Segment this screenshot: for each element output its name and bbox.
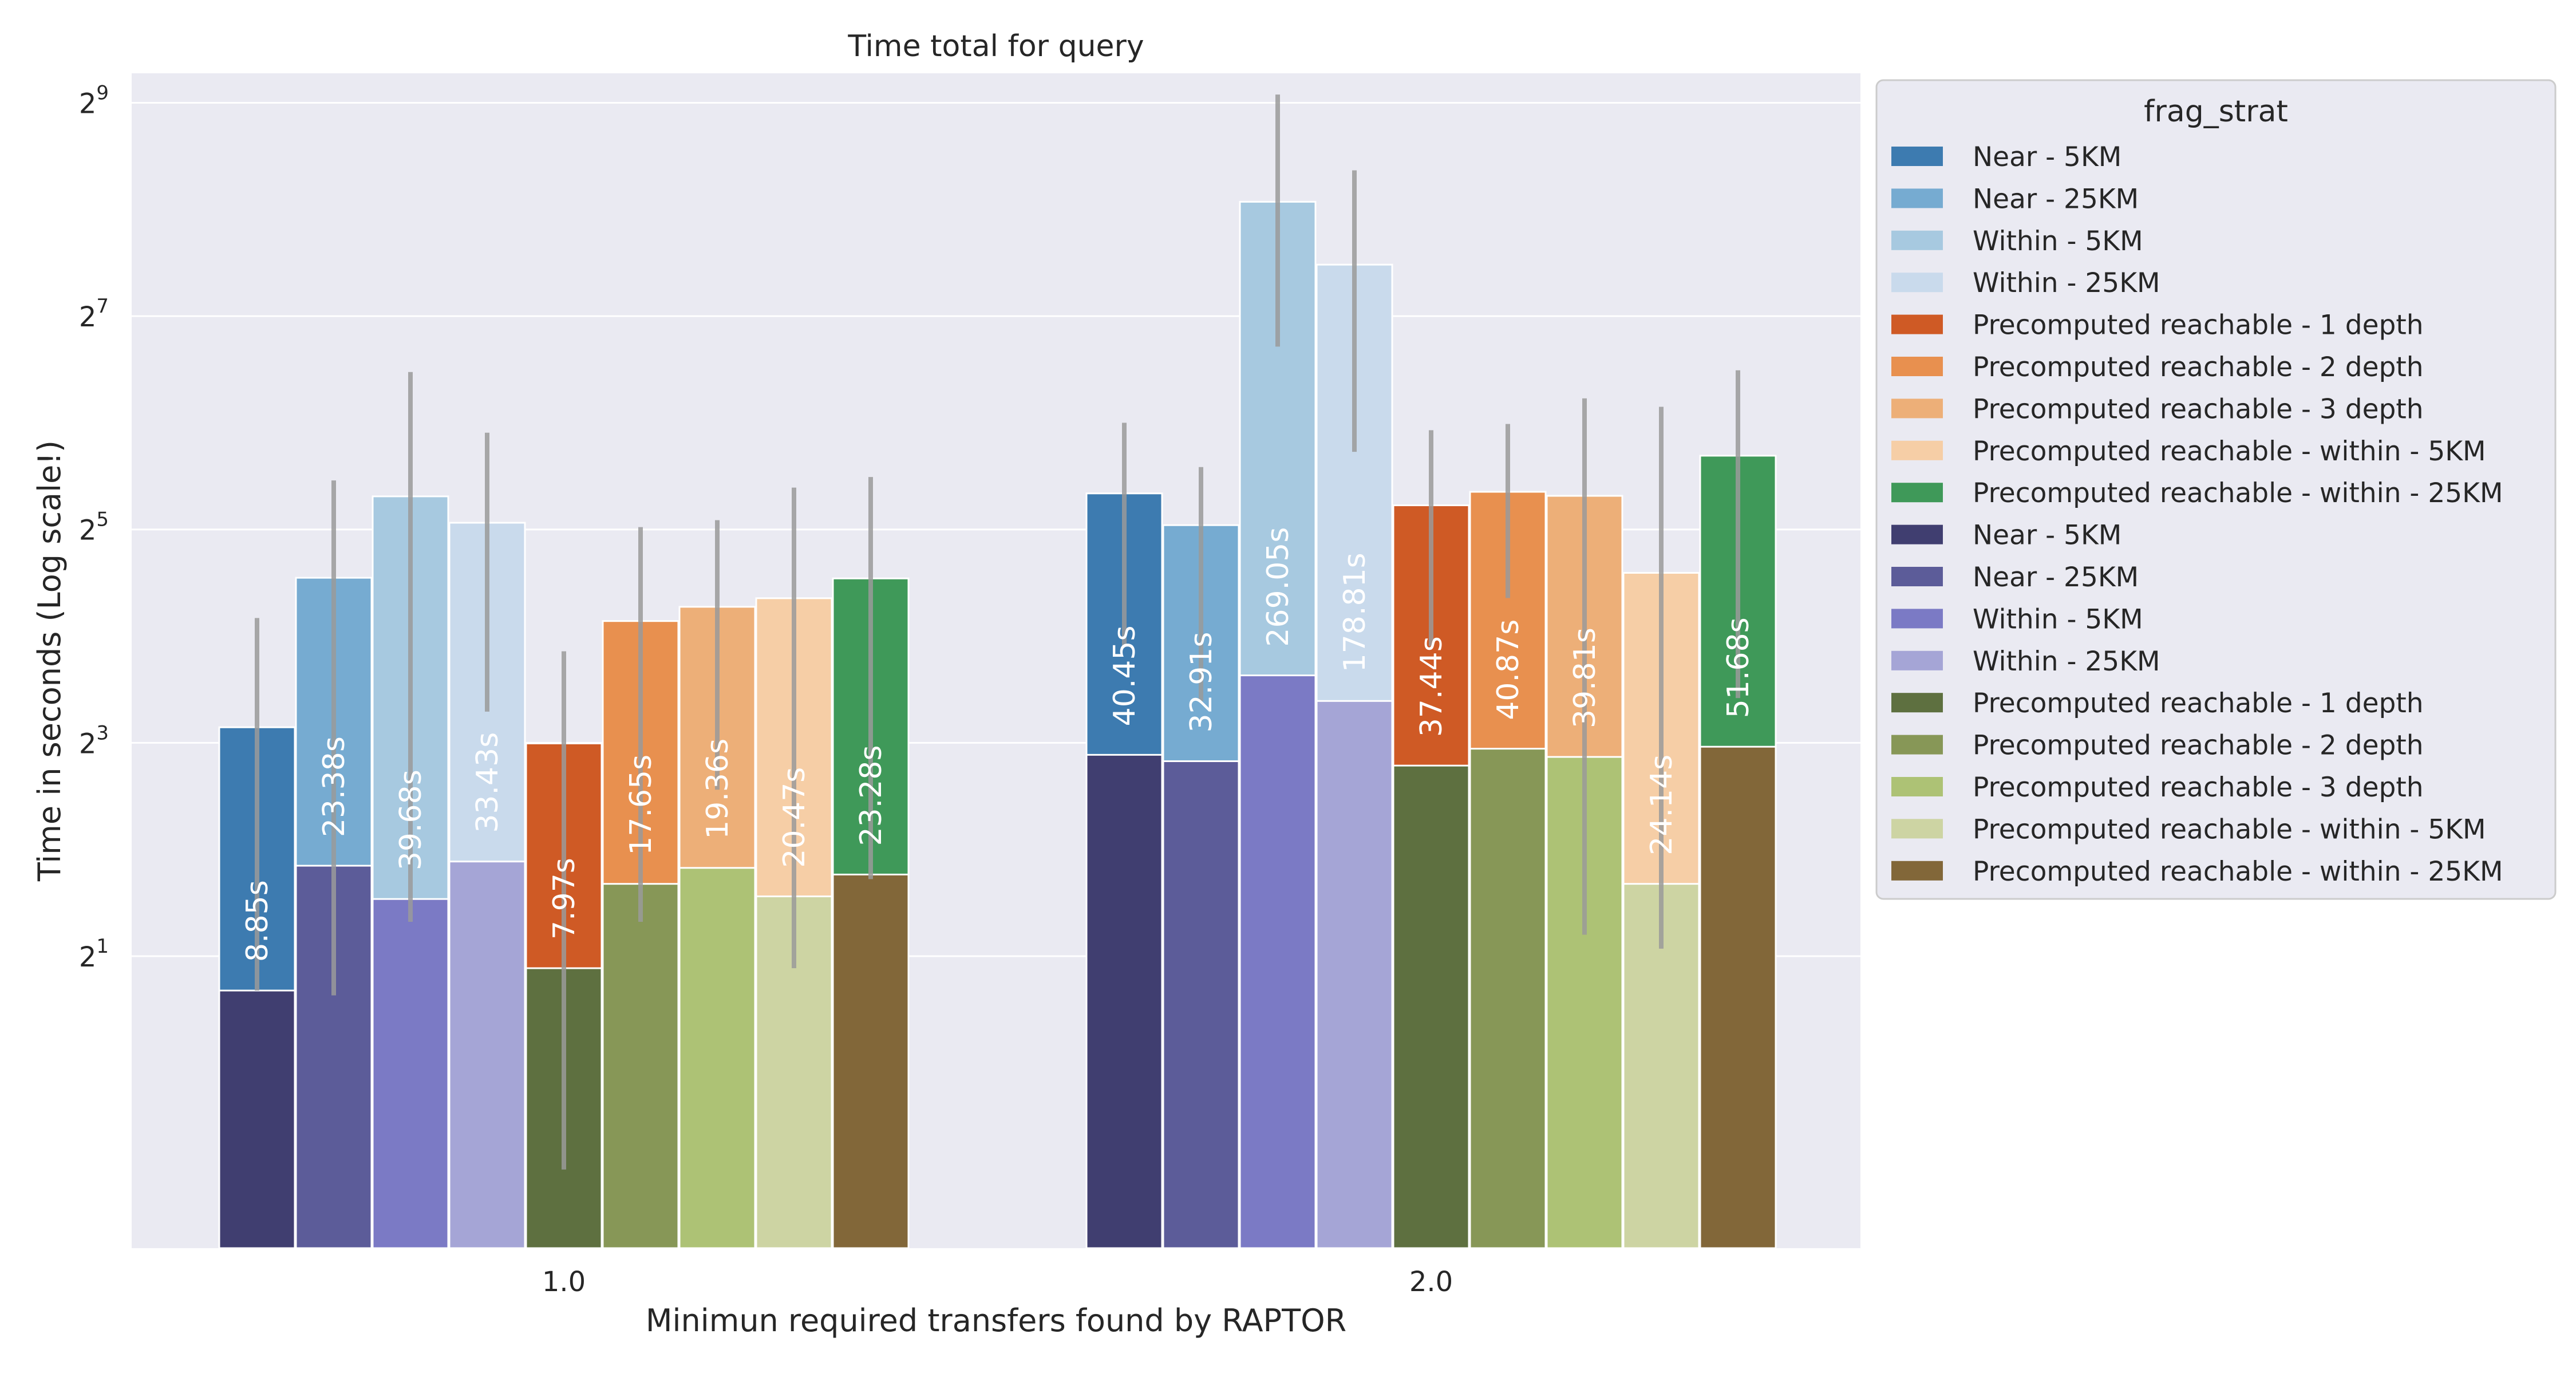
bar-front xyxy=(678,867,756,1249)
legend-entry-label: Within - 5KM xyxy=(1973,603,2143,635)
bar-front xyxy=(1315,700,1393,1249)
bar-value-label: 40.87s xyxy=(1491,620,1526,720)
y-tick-label: 21 xyxy=(79,935,109,973)
legend-entry-label: Precomputed reachable - 3 depth xyxy=(1973,772,2424,803)
legend-swatch xyxy=(1891,230,1943,250)
legend-swatch xyxy=(1891,273,1943,293)
legend-entry-label: Near - 25KM xyxy=(1973,183,2139,215)
bar-value-label: 37.44s xyxy=(1415,636,1449,737)
x-tick-label: 2.0 xyxy=(1409,1266,1453,1298)
bar-front xyxy=(832,873,910,1249)
legend-title: frag_strat xyxy=(2144,94,2288,129)
legend-swatch xyxy=(1891,650,1943,670)
legend-swatch xyxy=(1891,567,1943,586)
legend-entry-label: Precomputed reachable - within - 5KM xyxy=(1973,814,2486,845)
y-axis-label: Time in seconds (Log scale!) xyxy=(31,440,68,882)
y-axis-ticks: 21 23 25 27 29 xyxy=(79,81,109,973)
bar-front xyxy=(602,883,679,1249)
x-tick-label: 1.0 xyxy=(542,1266,586,1298)
legend-entry-label: Precomputed reachable - within - 25KM xyxy=(1973,856,2503,887)
bar-value-label: 7.97s xyxy=(547,858,582,940)
legend-entry-label: Near - 25KM xyxy=(1973,562,2139,593)
bar-value-label: 39.68s xyxy=(394,770,428,870)
bar-value-label: 23.28s xyxy=(854,745,888,846)
bar-front xyxy=(1469,748,1547,1249)
bar-front xyxy=(372,898,449,1249)
bar-value-label: 40.45s xyxy=(1108,625,1142,726)
bar-front xyxy=(218,989,296,1249)
bar-value-label: 23.38s xyxy=(317,736,351,837)
y-tick-label: 27 xyxy=(79,295,109,333)
legend-entries: Near - 5KM Near - 25KM Within - 5KM Within … xyxy=(1891,141,2503,887)
legend-swatch xyxy=(1891,777,1943,796)
legend-entry-label: Within - 25KM xyxy=(1973,646,2160,677)
legend-entry-label: Precomputed reachable - 2 depth xyxy=(1973,352,2424,383)
bar-front xyxy=(1162,760,1240,1249)
legend-swatch xyxy=(1891,735,1943,755)
legend-swatch xyxy=(1891,483,1943,503)
bar-value-label: 51.68s xyxy=(1721,617,1756,718)
legend-swatch xyxy=(1891,188,1943,208)
bar-value-label: 33.43s xyxy=(471,732,505,833)
bar-value-label: 20.47s xyxy=(777,767,812,868)
bar-front xyxy=(1085,753,1163,1249)
bar-front xyxy=(1392,764,1470,1249)
legend-entry-label: Precomputed reachable - within - 25KM xyxy=(1973,478,2503,509)
legend-entry-label: Precomputed reachable - 1 depth xyxy=(1973,688,2424,719)
legend-swatch xyxy=(1891,398,1943,419)
x-axis-ticks: 1.0 2.0 xyxy=(542,1266,1453,1298)
bar-labels: 8.85s 40.45s 23.38s 32.91s 39.68s 269.05s 33.4… xyxy=(240,527,1756,962)
legend-entry-label: Precomputed reachable - 2 depth xyxy=(1973,730,2424,762)
chart-title: Time total for query xyxy=(847,29,1144,64)
y-tick-label: 25 xyxy=(79,508,109,547)
legend-swatch xyxy=(1891,440,1943,460)
legend: frag_strat Near - 5KM Near - 25KM Within -… xyxy=(1875,79,2557,900)
legend-swatch xyxy=(1891,147,1943,166)
legend-swatch xyxy=(1891,524,1943,545)
bar-value-label: 24.14s xyxy=(1645,755,1679,855)
bar-value-label: 178.81s xyxy=(1338,553,1372,672)
legend-swatch xyxy=(1891,693,1943,713)
legend-swatch xyxy=(1891,819,1943,839)
y-tick-label: 29 xyxy=(79,81,109,120)
x-axis-label: Minimun required transfers found by RAPT… xyxy=(646,1303,1346,1339)
bar-value-label: 269.05s xyxy=(1261,527,1295,647)
bar-value-label: 19.36s xyxy=(701,739,735,839)
bar-value-label: 17.65s xyxy=(624,755,658,855)
legend-swatch xyxy=(1891,861,1943,881)
bar-value-label: 8.85s xyxy=(240,880,275,962)
legend-swatch xyxy=(1891,357,1943,376)
legend-entry-label: Within - 25KM xyxy=(1973,267,2160,299)
bar-front xyxy=(1699,745,1777,1249)
legend-swatch xyxy=(1891,609,1943,629)
y-tick-label: 23 xyxy=(79,721,109,760)
bar-front xyxy=(448,861,526,1249)
bar-value-label: 32.91s xyxy=(1184,632,1219,733)
legend-frame xyxy=(1875,79,2557,900)
legend-entry-label: Near - 5KM xyxy=(1973,520,2121,551)
legend-entry-label: Precomputed reachable - within - 5KM xyxy=(1973,436,2486,467)
legend-entry-label: Precomputed reachable - 3 depth xyxy=(1973,393,2424,425)
legend-entry-label: Precomputed reachable - 1 depth xyxy=(1973,310,2424,341)
bar-value-label: 39.81s xyxy=(1568,628,1602,728)
legend-entry-label: Within - 5KM xyxy=(1973,226,2143,257)
error-bars xyxy=(255,94,1740,1170)
legend-swatch xyxy=(1891,314,1943,334)
bar-front xyxy=(1239,674,1317,1249)
legend-entry-label: Near - 5KM xyxy=(1973,141,2121,173)
